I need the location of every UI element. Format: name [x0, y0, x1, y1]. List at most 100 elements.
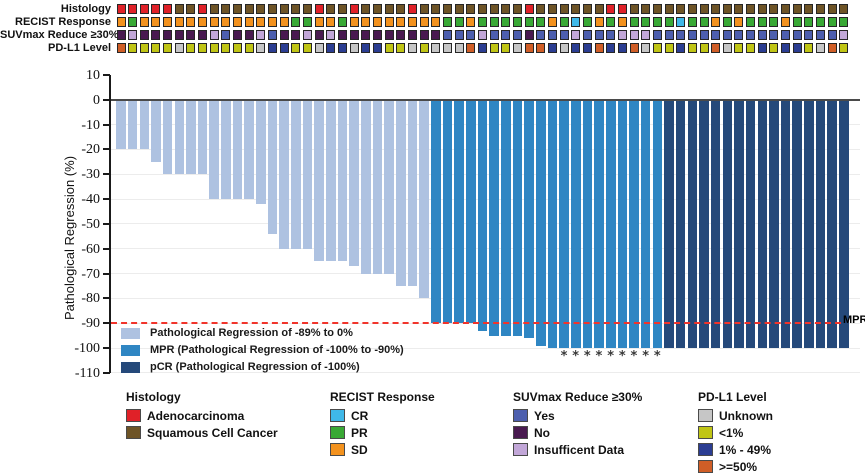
tick-mark: [103, 98, 110, 101]
adenocarcinoma-swatch: [126, 409, 141, 422]
track-cell-recist: [512, 17, 522, 27]
waterfall-bar: [209, 100, 220, 200]
waterfall-bar: [500, 100, 511, 336]
track-cell-histology: [291, 4, 301, 14]
track-cell-histology: [233, 4, 243, 14]
track-label-suvmax: SUVmax Reduce ≥30%: [0, 29, 119, 41]
track-cell-recist: [792, 17, 802, 27]
track-cell-suvmax: [524, 30, 534, 40]
track-cell-recist: [629, 17, 639, 27]
y-tick-label: -90: [81, 316, 100, 332]
track-label-recist: RECIST Response: [15, 16, 111, 28]
track-cell-pdl1: [116, 43, 126, 53]
track-cell-recist: [489, 17, 499, 27]
track-cell-histology: [419, 4, 429, 14]
mpr-threshold-line: [111, 322, 841, 324]
legend-item-label: Pathological Regression of -89% to 0%: [150, 327, 353, 339]
track-cell-suvmax: [676, 30, 686, 40]
y-tick-label: -80: [81, 291, 100, 307]
track-cell-pdl1: [769, 43, 779, 53]
track-cell-pdl1: [629, 43, 639, 53]
track-cell-recist: [547, 17, 557, 27]
track-cell-suvmax: [442, 30, 452, 40]
waterfall-bar: [396, 100, 406, 287]
legend-item: Adenocarcinoma: [126, 408, 244, 425]
suv-insufficient-swatch: [513, 443, 528, 456]
track-cell-histology: [524, 4, 534, 14]
track-cell-histology: [746, 4, 756, 14]
track-cell-recist: [641, 17, 651, 27]
track-cell-recist: [303, 17, 313, 27]
track-cell-suvmax: [746, 30, 756, 40]
waterfall-bar: [535, 100, 546, 346]
track-cell-suvmax: [186, 30, 196, 40]
track-cell-recist: [454, 17, 464, 27]
legend-item-label: Insufficent Data: [534, 443, 625, 457]
track-cell-recist: [711, 17, 721, 27]
track-cell-recist: [384, 17, 394, 27]
waterfall-bar: [524, 100, 534, 339]
track-cell-histology: [361, 4, 371, 14]
mpr-swatch: [121, 345, 140, 356]
track-cell-histology: [606, 4, 616, 14]
track-cell-pdl1: [361, 43, 371, 53]
track-cell-histology: [722, 4, 732, 14]
track-cell-recist: [349, 17, 359, 27]
track-cell-recist: [209, 17, 219, 27]
tick-mark: [103, 198, 110, 201]
track-cell-histology: [617, 4, 627, 14]
track-cell-recist: [827, 17, 837, 27]
legend-item-label: No: [534, 426, 550, 440]
track-cell-recist: [279, 17, 289, 27]
track-cell-recist: [536, 17, 546, 27]
track-cell-recist: [676, 17, 686, 27]
track-cell-histology: [781, 4, 791, 14]
asterisk-marker: *: [653, 349, 661, 364]
track-cell-recist: [699, 17, 709, 27]
asterisk-marker: *: [583, 349, 591, 364]
waterfall-bar: [139, 100, 150, 150]
track-cell-pdl1: [536, 43, 546, 53]
track-cell-suvmax: [559, 30, 569, 40]
track-cell-histology: [384, 4, 394, 14]
track-cell-histology: [373, 4, 383, 14]
track-cell-pdl1: [617, 43, 627, 53]
track-cell-pdl1: [559, 43, 569, 53]
suv-no-swatch: [513, 426, 528, 439]
track-cell-histology: [279, 4, 289, 14]
tick-mark: [103, 297, 110, 300]
track-cell-suvmax: [641, 30, 651, 40]
track-cell-pdl1: [349, 43, 359, 53]
legend-item: Unknown: [698, 408, 773, 425]
tick-mark: [103, 371, 110, 374]
track-cell-suvmax: [699, 30, 709, 40]
track-cell-suvmax: [652, 30, 662, 40]
track-cell-pdl1: [303, 43, 313, 53]
legend-item-label: pCR (Pathological Regression of -100%): [150, 361, 360, 373]
legend-item: PR: [330, 425, 435, 442]
track-cell-pdl1: [594, 43, 604, 53]
track-cell-pdl1: [792, 43, 802, 53]
track-cell-histology: [163, 4, 173, 14]
regression-swatch: [121, 328, 140, 339]
track-cell-recist: [198, 17, 208, 27]
track-cell-histology: [792, 4, 802, 14]
asterisk-marker: *: [630, 349, 638, 364]
track-cell-suvmax: [419, 30, 429, 40]
track-cell-suvmax: [687, 30, 697, 40]
track-cell-recist: [291, 17, 301, 27]
track-cell-recist: [524, 17, 534, 27]
tick-mark: [103, 222, 110, 225]
legend-item-label: 1% - 49%: [719, 443, 772, 457]
track-cell-histology: [641, 4, 651, 14]
track-cell-recist: [326, 17, 336, 27]
track-cell-histology: [687, 4, 697, 14]
track-cell-pdl1: [547, 43, 557, 53]
y-tick-label: -110: [74, 365, 100, 381]
legend-item: SD: [330, 442, 435, 459]
track-cell-recist: [361, 17, 371, 27]
tick-mark: [103, 247, 110, 250]
track-cell-suvmax: [314, 30, 324, 40]
sd-swatch: [330, 443, 345, 456]
track-cell-suvmax: [291, 30, 301, 40]
